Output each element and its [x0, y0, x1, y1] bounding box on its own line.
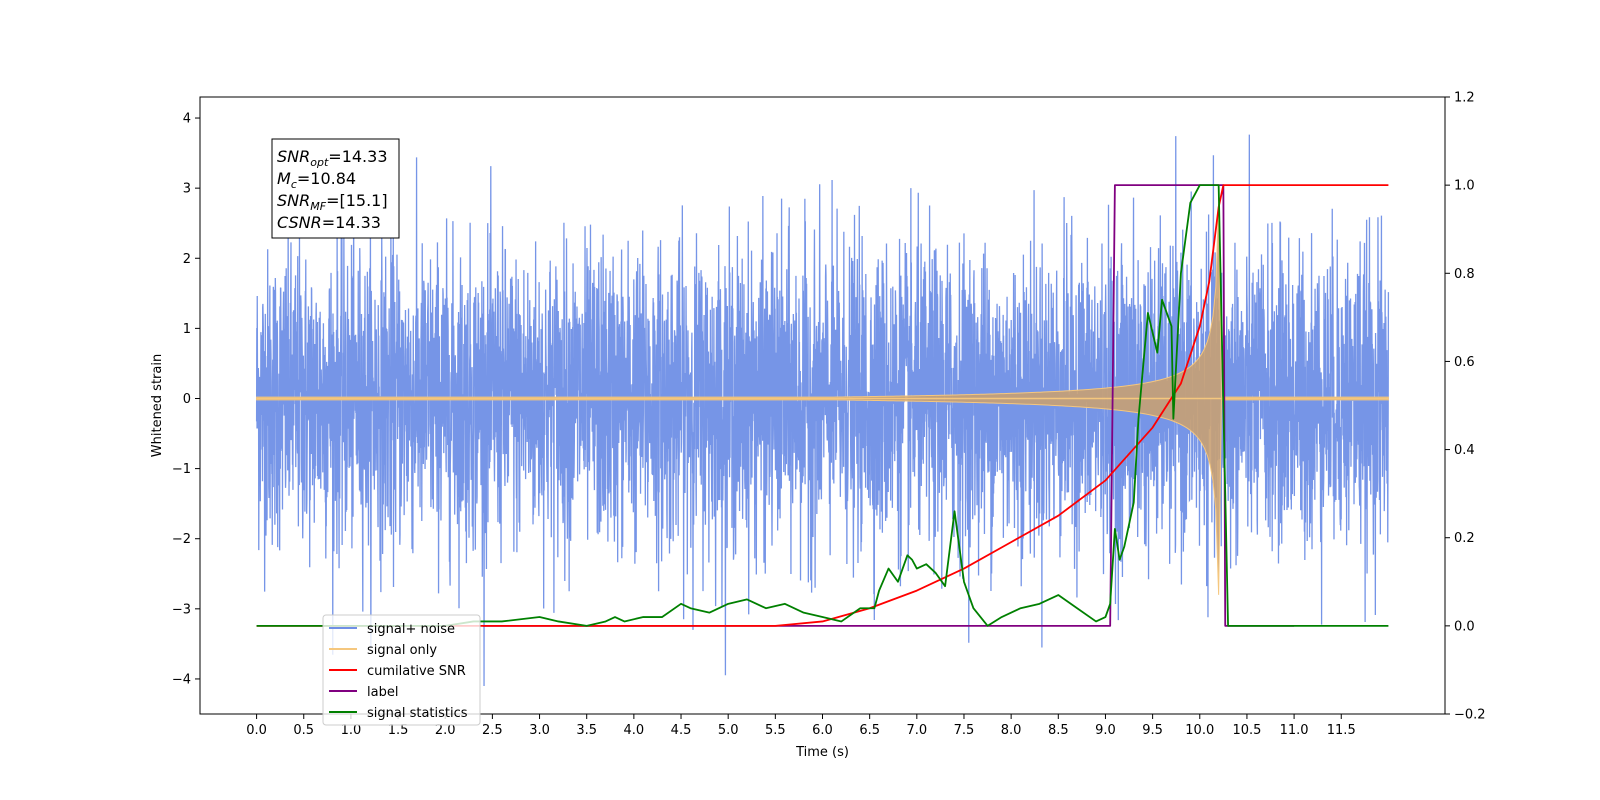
x-tick-label: 3.5: [576, 723, 597, 738]
x-tick-label: 2.0: [435, 723, 456, 738]
y-right-tick-label: 0.6: [1454, 355, 1475, 370]
x-tick-label: 3.0: [529, 723, 550, 738]
y-left-tick-label: 4: [183, 112, 191, 127]
x-tick-label: 0.0: [246, 723, 267, 738]
x-tick-label: 7.5: [954, 723, 975, 738]
x-tick-label: 9.0: [1095, 723, 1116, 738]
y-axis-label: Whitened strain: [150, 354, 165, 457]
x-tick-label: 4.0: [624, 723, 645, 738]
y-right-tick-label: −0.2: [1454, 708, 1486, 723]
legend-label: label: [367, 685, 398, 700]
x-tick-label: 5.0: [718, 723, 739, 738]
y-left-tick-label: 3: [183, 182, 191, 197]
x-tick-label: 9.5: [1142, 723, 1163, 738]
x-tick-label: 11.0: [1280, 723, 1309, 738]
y-right-tick-label: 0.4: [1454, 443, 1475, 458]
y-left-tick-label: −2: [172, 532, 191, 547]
x-tick-label: 7.0: [906, 723, 927, 738]
x-tick-label: 2.5: [482, 723, 503, 738]
y-right-tick-label: 1.2: [1454, 91, 1475, 106]
y-right-tick-label: 0.2: [1454, 531, 1475, 546]
y-left-tick-label: 1: [183, 322, 191, 337]
x-tick-label: 5.5: [765, 723, 786, 738]
annotation-box: SNRopt=14.33Mc=10.84SNRMF=[15.1]CSNR=14.…: [271, 138, 400, 239]
x-tick-label: 0.5: [293, 723, 314, 738]
x-tick-label: 1.0: [341, 723, 362, 738]
legend-label: signal+ noise: [367, 622, 455, 637]
y-right-tick-label: 0.0: [1454, 619, 1475, 634]
y-left-tick-label: 2: [183, 252, 191, 267]
legend-label: signal statistics: [367, 706, 468, 721]
annotation-line: Mc=10.84: [277, 169, 356, 191]
axes-layer: 0.0 0.5 1.0 1.5 2.0 2.5 3.0 3.5 4.0 4.5 5.0 5.5 6.0 6…: [172, 91, 1486, 739]
y-left-tick-label: −3: [172, 602, 191, 617]
y-right-tick-label: 0.8: [1454, 267, 1475, 282]
y-right-tick-label: 1.0: [1454, 179, 1475, 194]
annotation-line: SNRopt=14.33: [277, 147, 388, 169]
x-axis-label: Time (s): [795, 745, 849, 760]
x-tick-label: 6.5: [859, 723, 880, 738]
annotation-line: CSNR=14.33: [277, 213, 381, 232]
legend-label: cumilative SNR: [367, 664, 466, 679]
x-tick-label: 10.5: [1232, 723, 1261, 738]
legend-frame: [322, 614, 481, 726]
x-tick-label: 8.5: [1048, 723, 1069, 738]
x-tick-label: 10.0: [1185, 723, 1214, 738]
annotation-line: SNRMF=[15.1]: [277, 191, 388, 213]
legend: signal+ noise signal only cumilative SNR la…: [322, 614, 481, 726]
y-left-tick-label: −1: [172, 462, 191, 477]
x-tick-label: 8.0: [1001, 723, 1022, 738]
annotation-frame: [271, 138, 400, 239]
y-left-tick-label: −4: [172, 672, 191, 687]
series-signal-statistics: [256, 184, 1389, 627]
series-layer: [255, 134, 1390, 686]
y-left-tick-label: 0: [183, 392, 191, 407]
x-tick-label: 4.5: [671, 723, 692, 738]
legend-label: signal only: [367, 643, 437, 658]
x-tick-label: 1.5: [388, 723, 409, 738]
series-cumilative-snr: [256, 184, 1389, 627]
x-tick-label: 11.5: [1327, 723, 1356, 738]
x-tick-label: 6.0: [812, 723, 833, 738]
